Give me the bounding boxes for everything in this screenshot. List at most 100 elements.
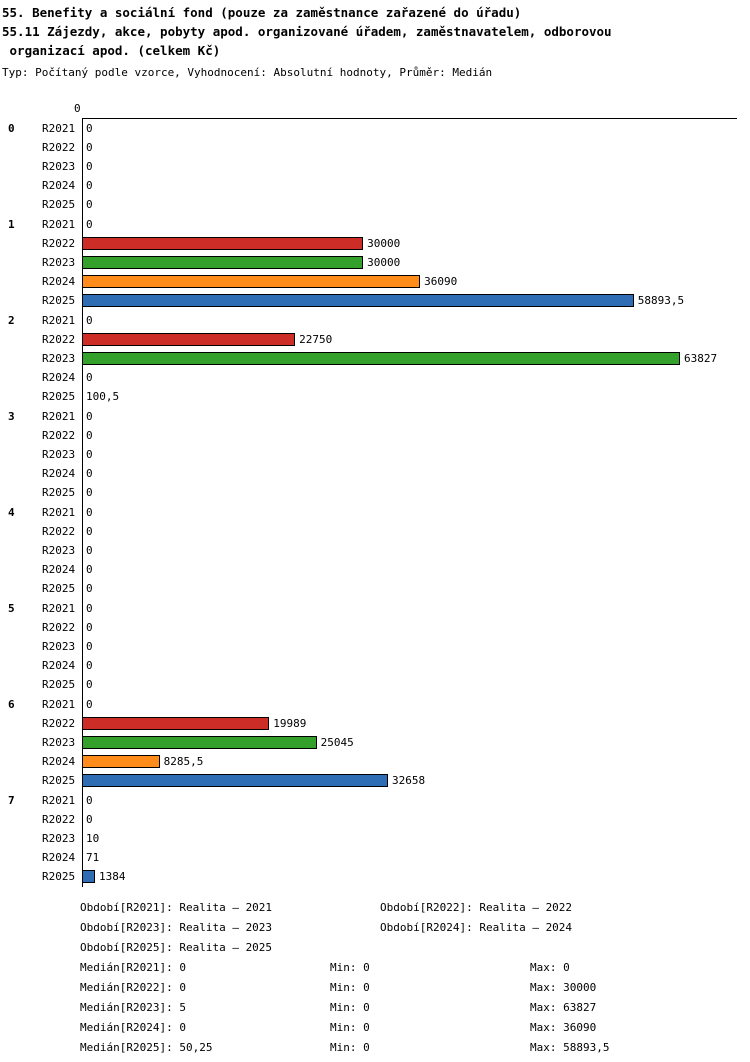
bar-track: 0	[82, 448, 750, 461]
stat-row: Medián[R2022]: 0 Min: 0 Max: 30000	[80, 978, 750, 998]
bar-track: 0	[82, 467, 750, 480]
group-label: 0	[8, 122, 15, 135]
bar-value-label: 71	[86, 851, 100, 864]
row-series-label: R2024	[42, 275, 76, 288]
chart-row: R2025 0	[42, 483, 750, 502]
group-label: 6	[8, 698, 15, 711]
bar-value-label: 0	[86, 179, 93, 192]
bar-track: 0	[82, 678, 750, 691]
chart-group: 0 R2021 0 R2022 0 R2023 0 R2024 0 R2025 0	[0, 119, 750, 214]
stat-max: Max: 0	[530, 961, 570, 974]
bar-track: 0	[82, 640, 750, 653]
legend-item: Období[R2025]: Realita – 2025	[80, 941, 273, 954]
chart-row: R2022 0	[42, 618, 750, 637]
bar-value-label: 32658	[392, 774, 426, 787]
bar-track: 0	[82, 218, 750, 231]
bar-value-label: 0	[86, 813, 93, 826]
bar-track: 58893,5	[82, 294, 750, 307]
stat-max: Max: 30000	[530, 981, 597, 994]
chart-header: 55. Benefity a sociální fond (pouze za z…	[0, 0, 750, 79]
row-series-label: R2023	[42, 832, 76, 845]
bar-R2023	[82, 352, 680, 365]
stat-row: Medián[R2025]: 50,25 Min: 0 Max: 58893,5	[80, 1038, 750, 1058]
stat-min: Min: 0	[330, 1001, 370, 1014]
bar-value-label: 63827	[684, 352, 718, 365]
bar-R2025	[82, 294, 634, 307]
bar-value-label: 0	[86, 218, 93, 231]
bar-value-label: 0	[86, 371, 93, 384]
chart-row: R2021 0	[42, 695, 750, 714]
bar-track: 19989	[82, 717, 750, 730]
chart-row: R2025 0	[42, 195, 750, 214]
stat-min: Min: 0	[330, 1021, 370, 1034]
bar-track: 0	[82, 582, 750, 595]
bar-value-label: 0	[86, 410, 93, 423]
stat-min: Min: 0	[330, 1041, 370, 1054]
stat-row: Medián[R2021]: 0 Min: 0 Max: 0	[80, 958, 750, 978]
group-label: 4	[8, 506, 15, 519]
chart-title-line-3: organizací apod. (celkem Kč)	[2, 43, 221, 58]
chart-row: R2021 0	[42, 503, 750, 522]
chart-row: R2023 63827	[42, 349, 750, 368]
bar-track: 71	[82, 851, 750, 864]
bar-value-label: 30000	[367, 237, 401, 250]
bar-track: 0	[82, 410, 750, 423]
chart-row: R2021 0	[42, 119, 750, 138]
row-series-label: R2022	[42, 237, 76, 250]
row-series-label: R2025	[42, 582, 76, 595]
row-series-label: R2025	[42, 774, 76, 787]
bar-value-label: 0	[86, 525, 93, 538]
row-series-label: R2024	[42, 755, 76, 768]
row-series-label: R2024	[42, 563, 76, 576]
row-series-label: R2021	[42, 218, 76, 231]
chart-row: R2024 0	[42, 656, 750, 675]
bar-value-label: 58893,5	[637, 294, 685, 307]
row-series-label: R2023	[42, 256, 76, 269]
chart-group: 5 R2021 0 R2022 0 R2023 0 R2024 0 R2025 0	[0, 599, 750, 694]
group-label: 2	[8, 314, 15, 327]
chart-group: 7 R2021 0 R2022 0 R2023 10 R2024 71 R2025 1384	[0, 791, 750, 886]
chart-row: R2025 0	[42, 675, 750, 694]
row-series-label: R2023	[42, 736, 76, 749]
chart-row: R2021 0	[42, 599, 750, 618]
bar-chart: 0 0 R2021 0 R2022 0 R2023 0 R2024 0 R2025 0 1 R2021 0…	[0, 102, 750, 887]
row-series-label: R2021	[42, 410, 76, 423]
stat-min: Min: 0	[330, 961, 370, 974]
chart-group: 3 R2021 0 R2022 0 R2023 0 R2024 0 R2025 0	[0, 407, 750, 502]
stat-median: Medián[R2021]: 0	[80, 961, 186, 974]
stat-median: Medián[R2024]: 0	[80, 1021, 186, 1034]
bar-value-label: 25045	[320, 736, 354, 749]
chart-row: R2025 32658	[42, 771, 750, 790]
bar-track: 0	[82, 429, 750, 442]
bar-track: 25045	[82, 736, 750, 749]
chart-row: R2022 0	[42, 522, 750, 541]
row-series-label: R2022	[42, 621, 76, 634]
bar-track: 30000	[82, 256, 750, 269]
row-series-label: R2021	[42, 794, 76, 807]
stat-row: Medián[R2023]: 5 Min: 0 Max: 63827	[80, 998, 750, 1018]
stat-max: Max: 36090	[530, 1021, 597, 1034]
stat-max: Max: 63827	[530, 1001, 597, 1014]
row-series-label: R2021	[42, 314, 76, 327]
legend-item: Období[R2024]: Realita – 2024	[380, 921, 573, 934]
chart-row: R2023 0	[42, 637, 750, 656]
row-series-label: R2025	[42, 294, 76, 307]
bar-track: 0	[82, 813, 750, 826]
axis-top-line	[82, 118, 737, 119]
bar-track: 0	[82, 141, 750, 154]
bar-track: 32658	[82, 774, 750, 787]
chart-row: R2022 30000	[42, 234, 750, 253]
row-series-label: R2022	[42, 525, 76, 538]
bar-track: 1384	[82, 870, 750, 883]
legend-item: Období[R2023]: Realita – 2023	[80, 921, 273, 934]
bar-value-label: 0	[86, 467, 93, 480]
bar-track: 0	[82, 602, 750, 615]
bar-value-label: 30000	[367, 256, 401, 269]
chart-group: 4 R2021 0 R2022 0 R2023 0 R2024 0 R2025 0	[0, 503, 750, 598]
chart-row: R2024 0	[42, 464, 750, 483]
bar-value-label: 19989	[273, 717, 307, 730]
bar-value-label: 0	[86, 486, 93, 499]
group-label: 1	[8, 218, 15, 231]
bar-value-label: 0	[86, 141, 93, 154]
bar-value-label: 22750	[299, 333, 333, 346]
